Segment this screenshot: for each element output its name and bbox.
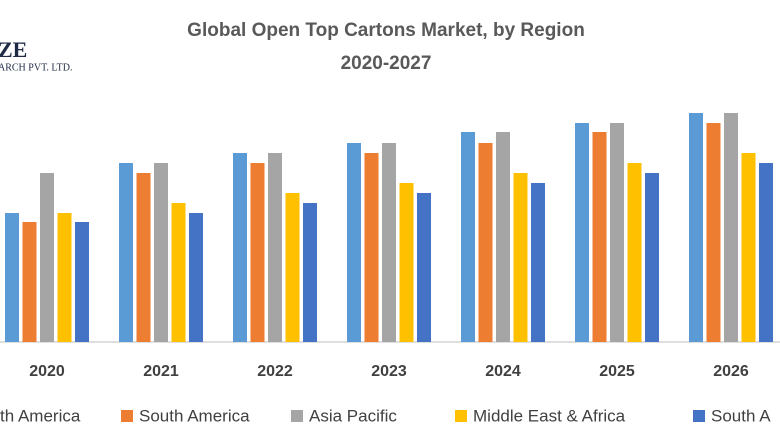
bar bbox=[364, 153, 379, 342]
bar bbox=[136, 173, 151, 342]
x-tick-label: 2024 bbox=[485, 363, 521, 380]
bar bbox=[268, 153, 282, 342]
bar bbox=[478, 143, 493, 342]
bar bbox=[119, 163, 133, 342]
legend-label: Asia Pacific bbox=[309, 406, 397, 425]
bar bbox=[759, 163, 773, 342]
legend-marker bbox=[121, 410, 133, 422]
bar bbox=[285, 193, 300, 342]
x-tick-label: 2022 bbox=[257, 363, 293, 380]
legend-marker bbox=[455, 410, 467, 422]
bar bbox=[645, 173, 659, 342]
x-tick-label: 2020 bbox=[29, 363, 65, 380]
bar bbox=[189, 213, 203, 342]
bar bbox=[627, 163, 642, 342]
chart-subtitle: 2020-2027 bbox=[341, 53, 432, 74]
bar bbox=[610, 123, 624, 342]
bar bbox=[513, 173, 528, 342]
bar bbox=[171, 203, 186, 342]
logo-text: ZE bbox=[0, 37, 27, 62]
bar bbox=[741, 153, 756, 342]
x-tick-label: 2023 bbox=[371, 363, 407, 380]
bar bbox=[706, 123, 721, 342]
bar bbox=[303, 203, 317, 342]
bar bbox=[575, 123, 589, 342]
bar bbox=[40, 173, 54, 342]
legend-label: th America bbox=[0, 406, 81, 425]
bar bbox=[461, 132, 475, 342]
chart-title: Global Open Top Cartons Market, by Regio… bbox=[187, 20, 585, 41]
x-tick-label: 2021 bbox=[143, 363, 179, 380]
bar bbox=[22, 222, 37, 342]
bar bbox=[496, 132, 510, 342]
bar bbox=[689, 113, 703, 342]
bar bbox=[57, 213, 72, 342]
bar bbox=[592, 132, 607, 342]
legend-marker bbox=[693, 410, 705, 422]
logo-subtext: ARCH PVT. LTD. bbox=[0, 62, 72, 73]
bar bbox=[399, 183, 414, 342]
bar bbox=[382, 143, 396, 342]
bar bbox=[531, 183, 545, 342]
x-tick-label: 2026 bbox=[713, 363, 749, 380]
bar bbox=[154, 163, 168, 342]
bar bbox=[5, 213, 19, 342]
legend-marker bbox=[291, 410, 303, 422]
x-tick-label: 2025 bbox=[599, 363, 635, 380]
bar bbox=[347, 143, 361, 342]
bar bbox=[233, 153, 247, 342]
bar bbox=[417, 193, 431, 342]
bar bbox=[250, 163, 265, 342]
legend-label: South A bbox=[711, 406, 771, 425]
legend-label: Middle East & Africa bbox=[473, 406, 626, 425]
legend-label: South America bbox=[139, 406, 250, 425]
bar bbox=[75, 222, 89, 342]
bar bbox=[724, 113, 738, 342]
